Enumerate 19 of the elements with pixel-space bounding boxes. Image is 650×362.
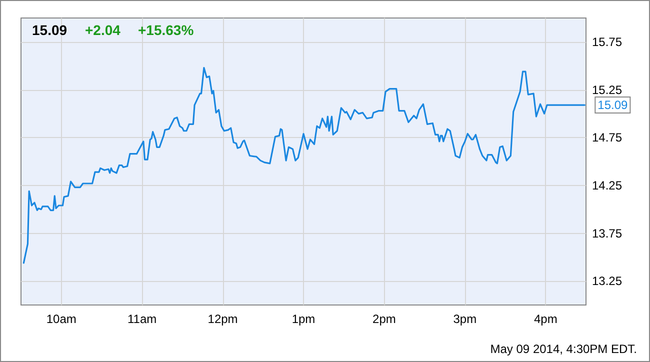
x-tick-label: 10am [46,312,76,326]
x-tick-label: 2pm [372,312,396,326]
text: May 09 2014, 4:30PM EDT. [490,342,638,356]
y-tick-label: 13.25 [592,274,622,288]
line-series [22,66,586,264]
y-tick-label: 13.75 [592,226,622,240]
y-tick-label: 15.75 [592,34,622,49]
x-tick-label: 3pm [453,312,477,326]
y-tick-label: 15.25 [592,82,622,97]
y-tick-label: 14.75 [592,130,622,145]
x-tick-label: 12pm [208,312,238,326]
x-tick-label: 4pm [534,312,558,326]
annotation: +2.04 [85,22,121,38]
annotation: +15.63% [138,22,194,38]
x-tick-label: 1pm [292,312,316,326]
annotation: 15.09 [32,22,68,38]
x-tick-label: 11am [128,312,157,326]
y-tick-label: 14.25 [592,178,622,192]
annotation: 15.09 [598,98,628,112]
